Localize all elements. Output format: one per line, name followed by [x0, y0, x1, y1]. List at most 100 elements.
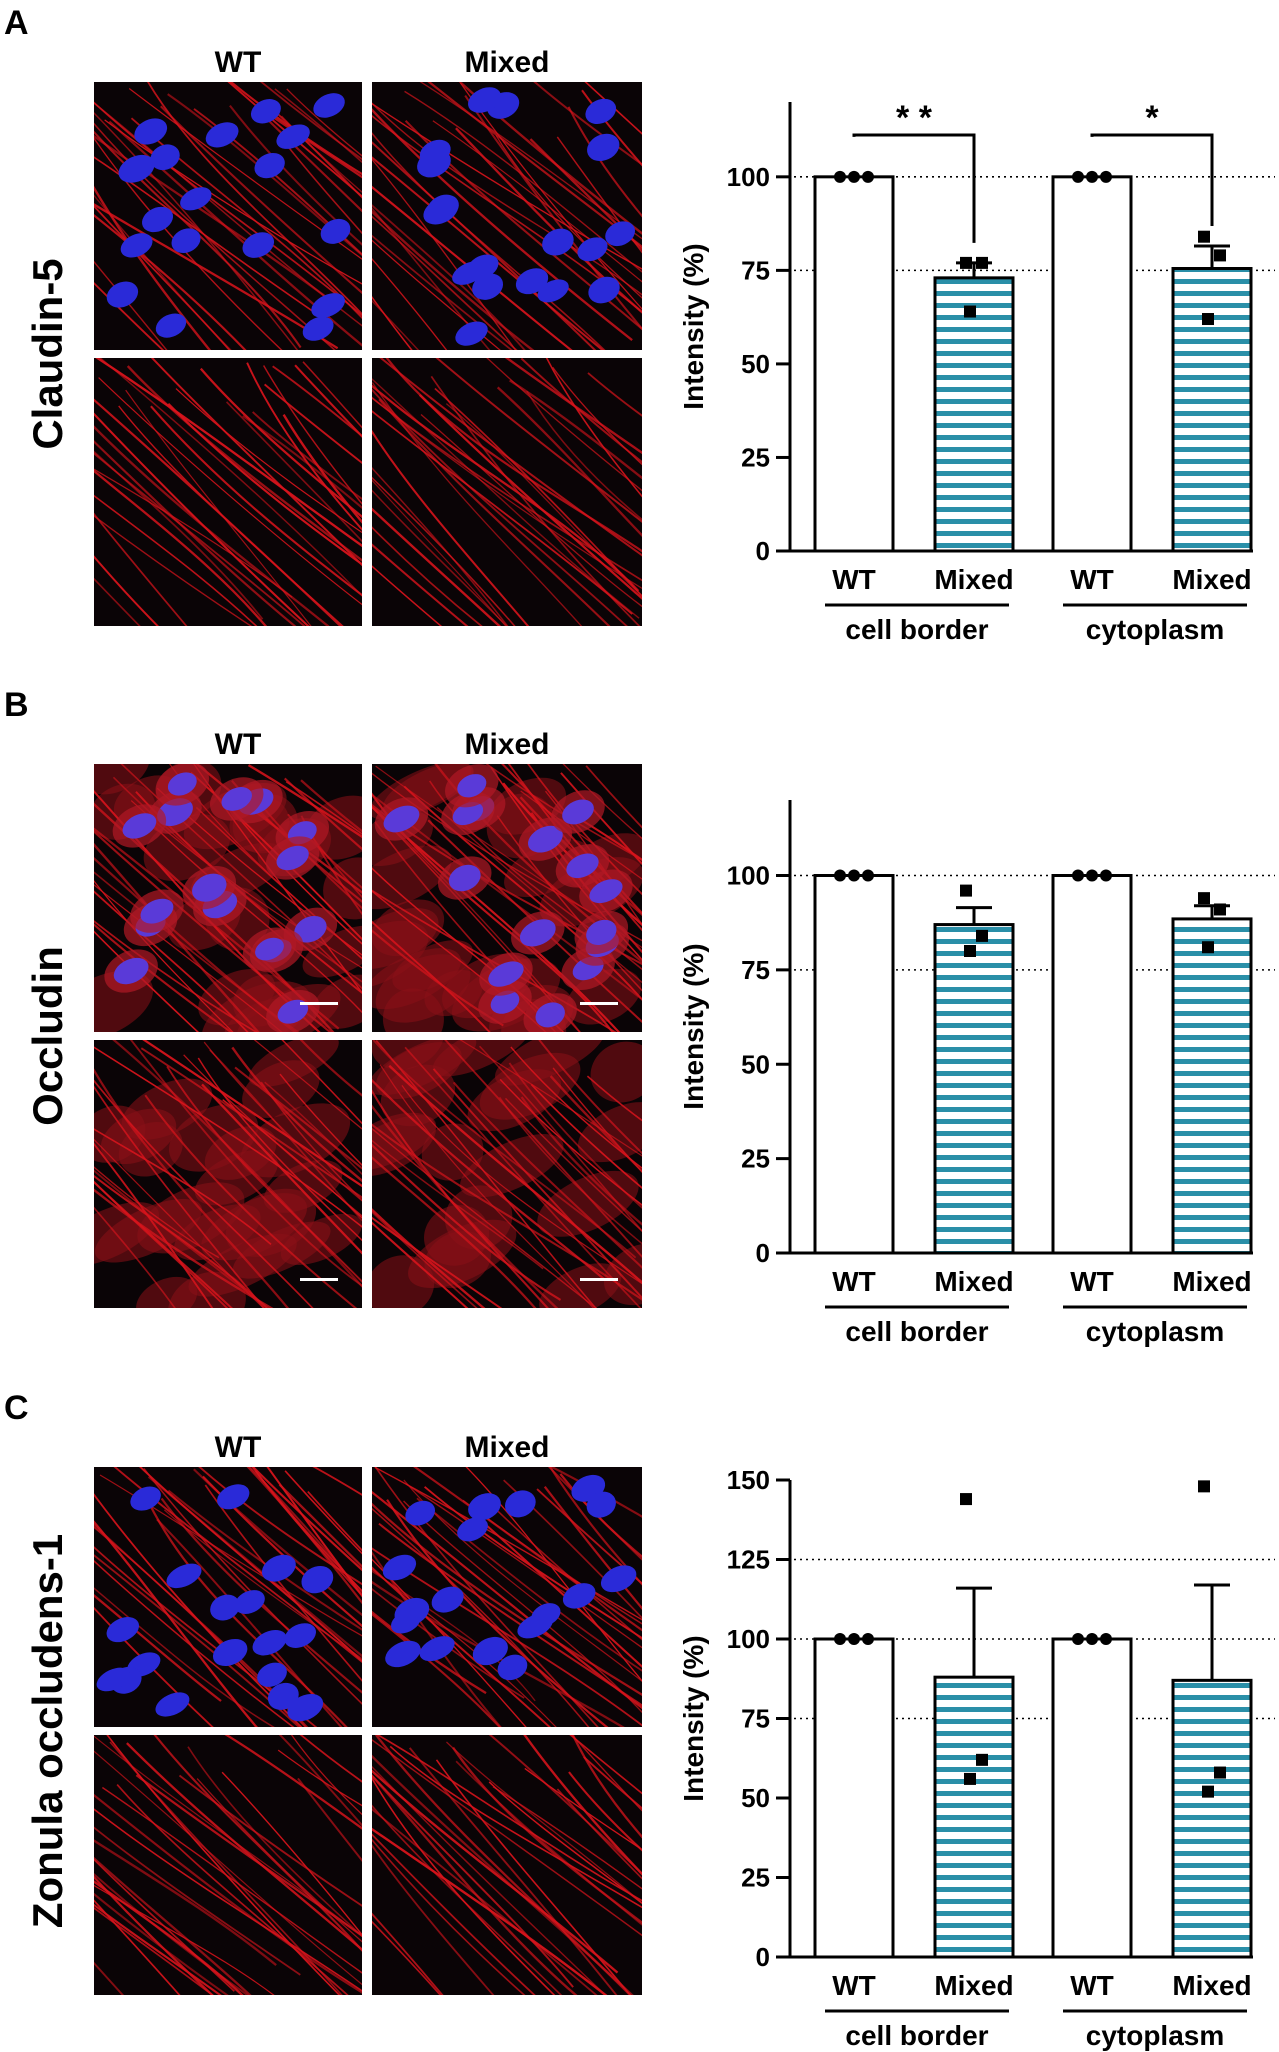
- cell-membrane: [372, 215, 518, 350]
- cell-membrane: [538, 1040, 642, 1155]
- cell-nucleus: [120, 233, 153, 258]
- cell-membrane: [372, 132, 606, 350]
- micrograph-wt-red-2: [94, 1735, 362, 1995]
- cell-membrane: [259, 82, 362, 161]
- cell-membrane: [135, 1774, 362, 1938]
- micrograph-mixed-red-2: [372, 1735, 642, 1995]
- cell-membrane: [94, 412, 310, 626]
- cell-nucleus: [452, 802, 484, 826]
- cell-membrane: [504, 358, 642, 455]
- cell-membrane: [94, 452, 306, 626]
- y-tick-label: 25: [741, 442, 770, 472]
- protein-label: Claudin-5: [24, 258, 71, 449]
- cell-membrane: [120, 764, 362, 990]
- cell-membrane: [147, 82, 362, 316]
- cell-membrane: [493, 1507, 642, 1641]
- cell-nucleus: [234, 1590, 265, 1614]
- y-tick-label: 75: [741, 255, 770, 285]
- cell-nucleus: [542, 228, 574, 256]
- cell-membrane: [128, 87, 362, 260]
- data-point-circle: [1086, 1633, 1098, 1645]
- cell-membrane: [460, 82, 642, 235]
- cell-membrane: [413, 1467, 642, 1632]
- data-point-square: [1202, 313, 1214, 326]
- cell-membrane: [147, 1475, 362, 1658]
- micrograph-wt-merged-1: [94, 764, 362, 1032]
- micrograph-wt-red-0-content: [94, 358, 362, 626]
- cell-membrane: [372, 102, 642, 270]
- y-axis-label: Intensity (%): [678, 243, 709, 409]
- cell-membrane: [94, 1839, 277, 1967]
- cell-membrane: [372, 1547, 642, 1727]
- cell-nucleus: [585, 98, 617, 125]
- y-tick-label: 0: [756, 536, 770, 566]
- cell-membrane: [125, 389, 312, 626]
- cell-cytoplasm: [590, 1041, 642, 1103]
- data-point-circle: [1072, 869, 1084, 882]
- cell-membrane: [488, 1735, 642, 1875]
- micrograph-mixed-merged-0: [372, 82, 642, 350]
- cell-membrane: [372, 890, 547, 1032]
- cell-membrane: [279, 1073, 362, 1167]
- cell-membrane: [446, 1741, 642, 1904]
- cell-membrane: [372, 1610, 487, 1695]
- cell-membrane: [372, 476, 516, 626]
- cell-nucleus: [171, 228, 201, 253]
- data-point-square: [964, 1772, 976, 1785]
- cell-nucleus: [589, 879, 623, 904]
- cell-membrane: [94, 1188, 274, 1308]
- cell-membrane: [94, 880, 234, 1032]
- cell-membrane: [94, 1884, 275, 1995]
- cell-membrane: [197, 1057, 362, 1242]
- protein-label: Zonula occludens-1: [24, 1534, 71, 1928]
- cell-membrane: [94, 830, 332, 1032]
- image-column-label-wt: WT: [215, 1431, 262, 1464]
- cell-cytoplasm: [537, 1170, 639, 1237]
- cell-nucleus: [385, 1640, 421, 1668]
- cell-membrane: [372, 1804, 563, 1995]
- cell-membrane: [486, 358, 642, 492]
- cell-membrane: [459, 1040, 642, 1157]
- cell-membrane: [252, 411, 362, 501]
- cell-membrane: [485, 764, 642, 861]
- micrograph-wt-red-1-content: [94, 1040, 362, 1308]
- data-point-square: [964, 945, 976, 957]
- cell-membrane: [435, 1759, 632, 1995]
- cell-membrane: [372, 1143, 562, 1301]
- cell-nucleus: [284, 1623, 316, 1648]
- cell-membrane: [94, 134, 339, 307]
- cell-membrane: [372, 1568, 557, 1727]
- cell-membrane: [372, 1104, 559, 1308]
- cell-nucleus: [577, 237, 608, 262]
- cell-membrane: [221, 1771, 362, 1936]
- cell-membrane: [385, 358, 642, 553]
- bar-wt: [813, 1637, 895, 1959]
- cell-nucleus: [490, 990, 520, 1014]
- cell-membrane: [372, 1808, 598, 1995]
- cell-nucleus: [134, 118, 168, 145]
- cell-cytoplasm: [424, 1204, 490, 1266]
- micrograph-wt-red-1: [94, 1040, 362, 1308]
- data-point-circle: [862, 869, 874, 882]
- cell-membrane: [376, 1735, 642, 1902]
- cell-nucleus: [221, 787, 252, 811]
- micrograph-mixed-red-0: [372, 358, 642, 626]
- category-label: Mixed: [934, 1266, 1013, 1297]
- cell-membrane: [545, 358, 642, 498]
- cell-membrane: [94, 468, 293, 598]
- cell-membrane: [372, 204, 526, 350]
- cell-membrane: [372, 1078, 605, 1280]
- cell-cytoplasm: [312, 974, 362, 1029]
- cell-nucleus: [301, 1565, 334, 1594]
- cell-membrane: [372, 1738, 642, 1937]
- image-column-label-wt: WT: [215, 46, 262, 79]
- micrograph-mixed-red-0-content: [372, 358, 642, 626]
- cell-membrane: [581, 89, 642, 167]
- cell-membrane: [140, 1047, 362, 1199]
- cell-membrane: [509, 379, 642, 480]
- cell-nucleus: [448, 864, 481, 892]
- cell-membrane: [224, 1735, 362, 1830]
- cell-membrane: [530, 1083, 642, 1190]
- cell-nucleus: [468, 87, 501, 113]
- cell-nucleus: [255, 937, 284, 961]
